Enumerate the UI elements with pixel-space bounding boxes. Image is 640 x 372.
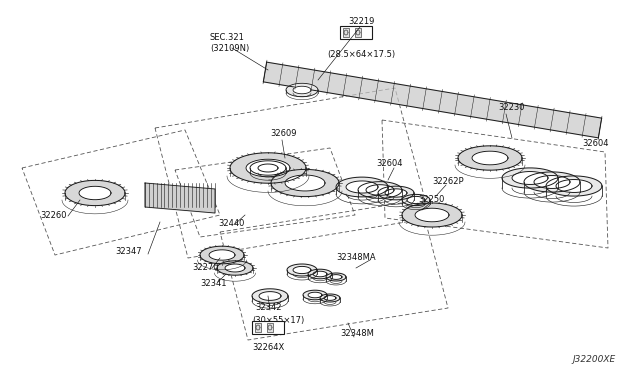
- Text: 32440: 32440: [218, 219, 244, 228]
- Text: 32260: 32260: [40, 212, 67, 221]
- Polygon shape: [200, 246, 244, 264]
- Polygon shape: [263, 62, 602, 138]
- Polygon shape: [534, 176, 570, 189]
- Text: 32341: 32341: [200, 279, 227, 288]
- Bar: [255, 323, 261, 332]
- Polygon shape: [402, 195, 430, 206]
- Polygon shape: [285, 175, 325, 191]
- Polygon shape: [407, 196, 425, 203]
- Text: 32348MA: 32348MA: [336, 253, 376, 263]
- Polygon shape: [524, 172, 580, 192]
- Polygon shape: [458, 146, 522, 170]
- FancyBboxPatch shape: [252, 321, 284, 334]
- Polygon shape: [346, 181, 378, 193]
- Text: (28.5×64×17.5): (28.5×64×17.5): [327, 49, 395, 58]
- Bar: [267, 323, 273, 332]
- Text: 32230: 32230: [498, 103, 525, 112]
- Polygon shape: [472, 151, 508, 165]
- Text: 32270: 32270: [192, 263, 218, 273]
- Polygon shape: [308, 292, 322, 298]
- Polygon shape: [546, 176, 602, 196]
- Polygon shape: [250, 161, 286, 175]
- Polygon shape: [308, 269, 332, 279]
- Polygon shape: [313, 271, 327, 277]
- Polygon shape: [385, 189, 407, 197]
- Polygon shape: [320, 294, 340, 302]
- Polygon shape: [324, 296, 336, 301]
- Polygon shape: [65, 180, 125, 206]
- Polygon shape: [326, 273, 346, 281]
- Polygon shape: [217, 261, 253, 275]
- Text: 32250: 32250: [418, 196, 444, 205]
- Polygon shape: [252, 289, 288, 303]
- Text: 32219: 32219: [348, 17, 374, 26]
- Polygon shape: [502, 168, 558, 188]
- Polygon shape: [556, 180, 592, 192]
- Text: 32609: 32609: [270, 128, 296, 138]
- Polygon shape: [79, 186, 111, 200]
- Polygon shape: [230, 153, 306, 183]
- Polygon shape: [286, 83, 318, 97]
- Text: 32348M: 32348M: [340, 330, 374, 339]
- Text: 32604: 32604: [582, 138, 609, 148]
- Polygon shape: [258, 164, 278, 172]
- Text: 32264X: 32264X: [252, 343, 284, 353]
- Text: SEC.321
(32109N): SEC.321 (32109N): [210, 33, 249, 53]
- Text: J32200XE: J32200XE: [572, 356, 615, 365]
- Polygon shape: [336, 177, 388, 197]
- Polygon shape: [287, 264, 317, 276]
- Polygon shape: [358, 182, 402, 198]
- Polygon shape: [145, 183, 215, 213]
- Polygon shape: [415, 208, 449, 222]
- Bar: [343, 28, 349, 37]
- Polygon shape: [225, 264, 245, 272]
- Text: 32347: 32347: [115, 247, 141, 257]
- Polygon shape: [209, 250, 235, 260]
- Polygon shape: [402, 203, 462, 227]
- Text: (30×55×17): (30×55×17): [252, 315, 304, 324]
- Bar: [355, 28, 361, 37]
- Text: 32342: 32342: [255, 304, 282, 312]
- Polygon shape: [330, 275, 342, 279]
- Polygon shape: [366, 185, 394, 195]
- Polygon shape: [293, 86, 311, 94]
- Text: 32604: 32604: [376, 160, 403, 169]
- Polygon shape: [303, 290, 327, 300]
- Text: 32262P: 32262P: [432, 177, 463, 186]
- FancyBboxPatch shape: [340, 26, 372, 39]
- Polygon shape: [271, 169, 339, 196]
- Polygon shape: [378, 186, 414, 200]
- Polygon shape: [293, 266, 311, 273]
- Polygon shape: [512, 171, 548, 185]
- Polygon shape: [259, 292, 281, 301]
- Polygon shape: [246, 159, 290, 177]
